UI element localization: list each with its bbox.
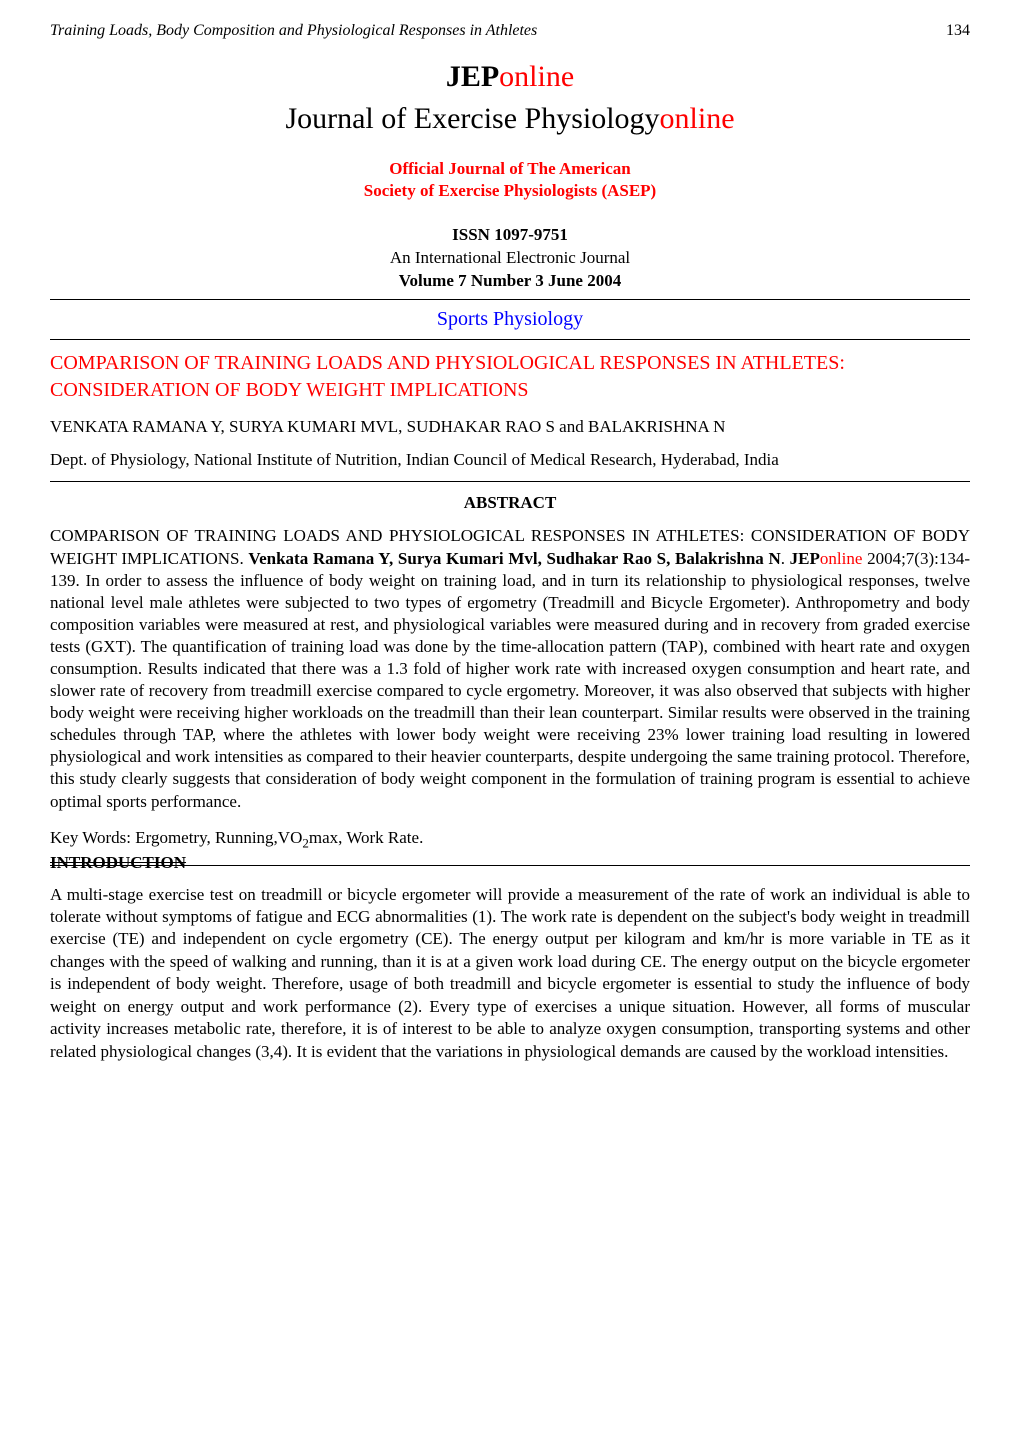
journal-abbrev-black: JEP bbox=[446, 60, 499, 93]
introduction-heading: INTRODUCTION bbox=[50, 852, 186, 875]
abstract-text: COMPARISON OF TRAINING LOADS AND PHYSIOL… bbox=[50, 525, 970, 812]
running-header: Training Loads, Body Composition and Phy… bbox=[50, 20, 970, 42]
official-journal-block: Official Journal of The American Society… bbox=[50, 158, 970, 202]
volume-issue: Volume 7 Number 3 June 2004 bbox=[50, 270, 970, 293]
journal-full-name: Journal of Exercise Physiologyonline bbox=[50, 99, 970, 140]
running-title: Training Loads, Body Composition and Phy… bbox=[50, 22, 537, 39]
rule-2 bbox=[50, 339, 970, 340]
abstract-authors-bold: Venkata Ramana Y, Surya Kumari Mvl, Sudh… bbox=[248, 549, 780, 568]
intl-journal: An International Electronic Journal bbox=[50, 247, 970, 270]
rule-1 bbox=[50, 299, 970, 300]
abstract-body: In order to assess the influence of body… bbox=[50, 571, 970, 811]
authors: VENKATA RAMANA Y, SURYA KUMARI MVL, SUDH… bbox=[50, 416, 970, 439]
issn: ISSN 1097-9751 bbox=[50, 224, 970, 247]
official-journal-line2: Society of Exercise Physiologists (ASEP) bbox=[50, 180, 970, 202]
official-journal-line1: Official Journal of The American bbox=[50, 158, 970, 180]
page-number: 134 bbox=[946, 20, 970, 42]
rule-4 bbox=[50, 865, 970, 866]
article-title: COMPARISON OF TRAINING LOADS AND PHYSIOL… bbox=[50, 350, 970, 404]
abstract-period: . bbox=[781, 549, 790, 568]
jep-inline-red: online bbox=[820, 549, 863, 568]
issn-block: ISSN 1097-9751 An International Electron… bbox=[50, 224, 970, 293]
introduction-body: A multi-stage exercise test on treadmill… bbox=[50, 884, 970, 1064]
journal-full-red: online bbox=[660, 102, 735, 135]
affiliation: Dept. of Physiology, National Institute … bbox=[50, 449, 970, 472]
intro-heading-row: INTRODUCTION bbox=[50, 852, 970, 866]
keywords-label: Key Words: bbox=[50, 828, 135, 847]
section-label: Sports Physiology bbox=[50, 306, 970, 333]
journal-abbrev-red: online bbox=[499, 60, 574, 93]
journal-full-black: Journal of Exercise Physiology bbox=[285, 102, 659, 135]
rule-3 bbox=[50, 481, 970, 482]
keywords-pre: Ergometry, Running,VO bbox=[135, 828, 302, 847]
abstract-heading: ABSTRACT bbox=[50, 492, 970, 515]
journal-title-block: JEPonline Journal of Exercise Physiology… bbox=[50, 57, 970, 140]
jep-inline-black: JEP bbox=[790, 549, 820, 568]
journal-abbrev: JEPonline bbox=[50, 57, 970, 98]
keywords: Key Words: Ergometry, Running,VO2max, Wo… bbox=[50, 827, 970, 852]
keywords-post: max, Work Rate. bbox=[309, 828, 423, 847]
